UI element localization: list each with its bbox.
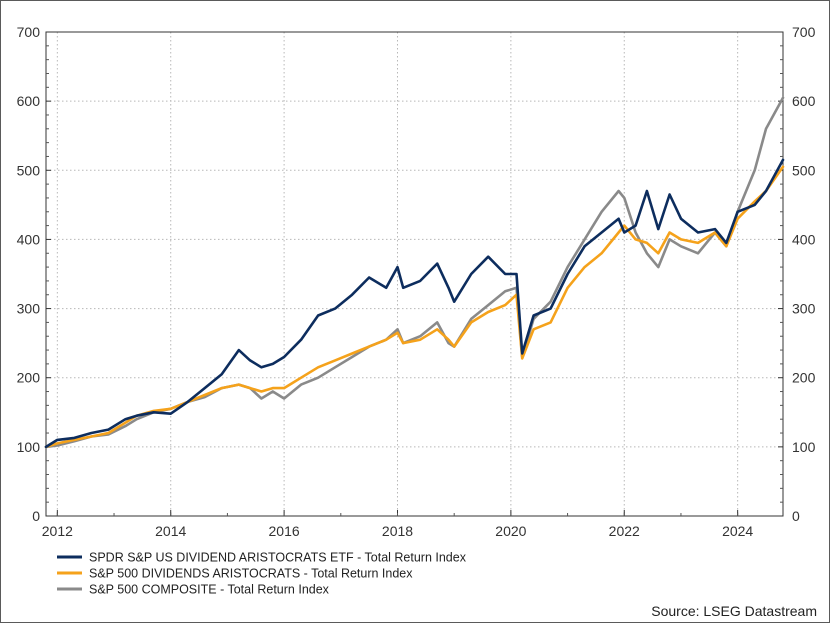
series-line-3	[44, 96, 785, 449]
y-tick-label-right: 100	[792, 439, 816, 455]
y-tick-label-left: 200	[17, 370, 41, 386]
y-tick-label-right: 200	[792, 370, 816, 386]
y-tick-label-right: 400	[792, 231, 816, 247]
y-tick-label-right: 0	[792, 508, 800, 524]
source-note: Source: LSEG Datastream	[651, 603, 817, 619]
y-tick-label-right: 300	[792, 301, 816, 317]
y-axis-right-labels: 0 100 200 300 400 500 600 700	[792, 24, 816, 524]
y-tick-label-right: 700	[792, 24, 816, 40]
series-line-1	[44, 158, 785, 449]
plot-area-border	[45, 31, 784, 517]
legend: SPDR S&P US DIVIDEND ARISTOCRATS ETF - T…	[57, 551, 467, 597]
x-tick-label: 2022	[609, 523, 640, 539]
y-tick-label-right: 500	[792, 162, 816, 178]
y-tick-label-left: 300	[17, 301, 41, 317]
y-tick-label-right: 600	[792, 93, 816, 109]
legend-label-1: SPDR S&P US DIVIDEND ARISTOCRATS ETF - T…	[89, 551, 467, 565]
grid-lines	[46, 32, 783, 516]
series-line-2	[44, 165, 785, 449]
y-tick-label-left: 600	[17, 93, 41, 109]
x-tick-label: 2018	[382, 523, 413, 539]
x-axis-labels: 2012 2014 2016 2018 2020 2022 2024	[42, 523, 754, 539]
x-tick-label: 2014	[155, 523, 186, 539]
y-tick-label-left: 700	[17, 24, 41, 40]
axis-ticks	[46, 31, 783, 517]
y-tick-label-left: 500	[17, 162, 41, 178]
y-tick-label-left: 400	[17, 231, 41, 247]
y-tick-label-left: 0	[32, 508, 40, 524]
series-lines	[44, 96, 785, 449]
x-tick-label: 2020	[495, 523, 526, 539]
x-tick-label: 2024	[722, 523, 753, 539]
y-tick-label-left: 100	[17, 439, 41, 455]
legend-label-2: S&P 500 DIVIDENDS ARISTOCRATS - Total Re…	[89, 567, 413, 581]
x-tick-label: 2016	[269, 523, 300, 539]
y-axis-left-labels: 0 100 200 300 400 500 600 700	[17, 24, 41, 524]
x-tick-label: 2012	[42, 523, 73, 539]
legend-label-3: S&P 500 COMPOSITE - Total Return Index	[89, 583, 330, 597]
